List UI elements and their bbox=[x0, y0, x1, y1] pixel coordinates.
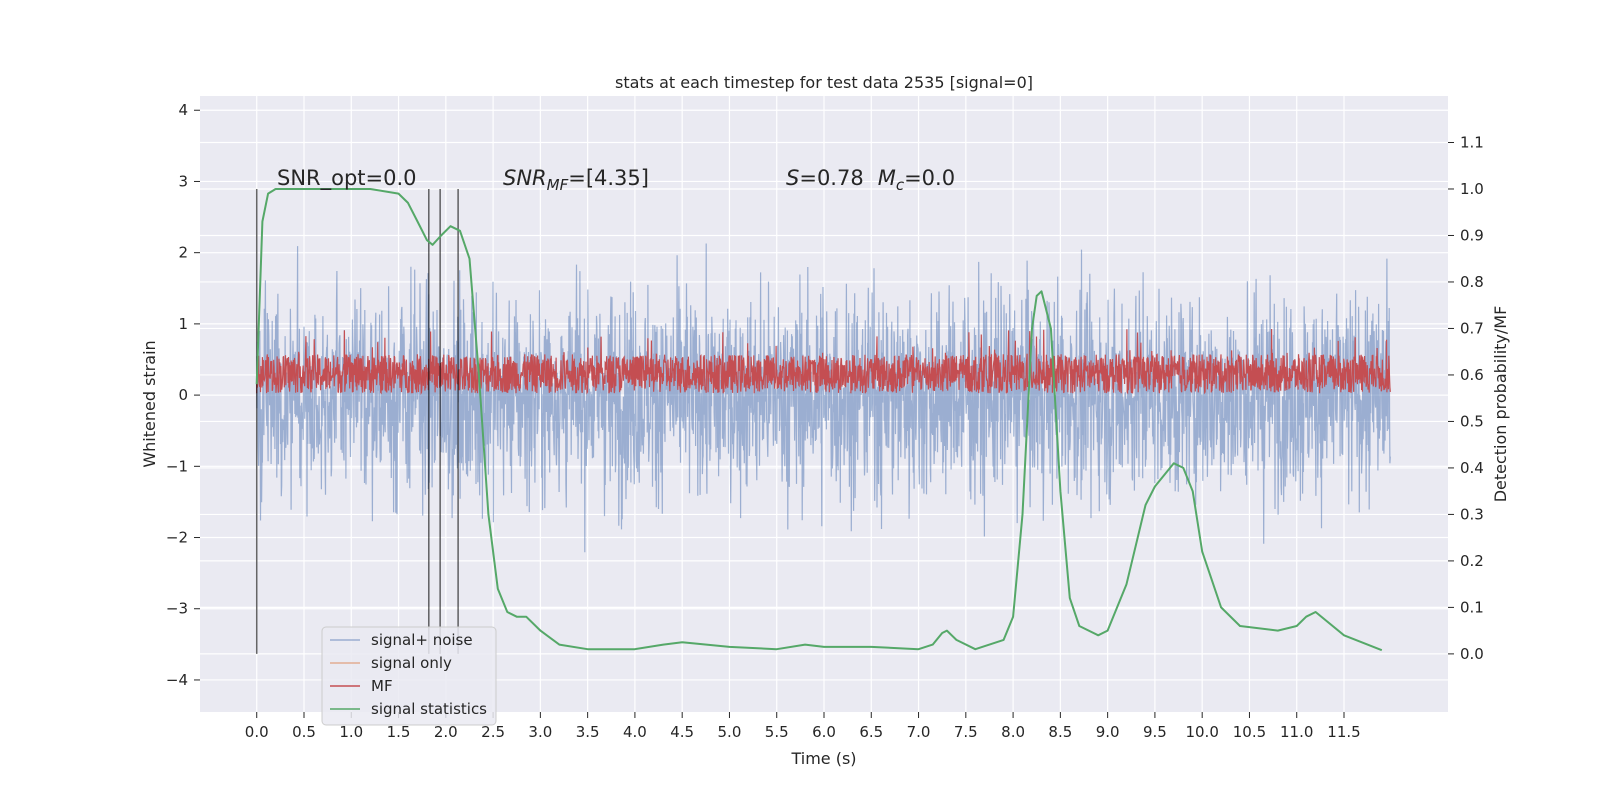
s-label: S bbox=[786, 166, 799, 190]
snr-mf-sub: MF bbox=[547, 176, 569, 194]
legend-label-signal-statistics: signal statistics bbox=[371, 700, 487, 718]
x-tick-label: 3.5 bbox=[576, 723, 600, 741]
y2-tick-label: 0.3 bbox=[1460, 505, 1484, 523]
mc-value: =0.0 bbox=[904, 166, 955, 190]
legend-box bbox=[321, 626, 497, 726]
y-tick-label: 1 bbox=[178, 315, 188, 333]
y-tick-label: 3 bbox=[178, 172, 188, 190]
y2-tick-label: 0.4 bbox=[1460, 459, 1484, 477]
x-tick-label: 7.0 bbox=[907, 723, 931, 741]
y-tick-label: 4 bbox=[178, 101, 188, 119]
x-axis-label: Time (s) bbox=[790, 749, 856, 768]
x-tick-label: 4.0 bbox=[623, 723, 647, 741]
x-tick-label: 0.5 bbox=[292, 723, 316, 741]
y2-tick-label: 0.8 bbox=[1460, 273, 1484, 291]
legend: signal+ noise signal only MF signal stat… bbox=[321, 626, 497, 726]
y-tick-label: 2 bbox=[178, 244, 188, 262]
mc-base: M bbox=[878, 166, 896, 190]
x-tick-label: 1.0 bbox=[339, 723, 363, 741]
y2-axis-ticks: 1.1 1.0 0.9 0.8 0.7 0.6 0.5 0.4 0.3 0.2 0.1 0.0 bbox=[1448, 133, 1484, 663]
x-tick-label: 5.0 bbox=[718, 723, 742, 741]
x-tick-label: 5.5 bbox=[765, 723, 789, 741]
annotation-snr-opt: SNR_opt=0.0 bbox=[277, 166, 417, 191]
signal-statistics-line bbox=[255, 188, 1383, 652]
annotation-snr-mf: SNRMF=[4.35] bbox=[503, 166, 649, 194]
y-axis-label: Whitened strain bbox=[140, 340, 159, 467]
x-tick-label: 10.5 bbox=[1233, 723, 1266, 741]
y-axis-ticks: 4 3 2 1 0 −1 −2 −3 −4 bbox=[166, 101, 200, 689]
y2-tick-label: 0.7 bbox=[1460, 319, 1484, 337]
x-tick-label: 3.0 bbox=[528, 723, 552, 741]
y-tick-label: −4 bbox=[166, 671, 188, 689]
y-tick-label: −1 bbox=[166, 457, 188, 475]
x-tick-label: 10.0 bbox=[1185, 723, 1218, 741]
x-tick-label: 8.5 bbox=[1048, 723, 1072, 741]
legend-label-signal-only: signal only bbox=[371, 654, 452, 672]
y2-tick-label: 0.0 bbox=[1460, 645, 1484, 663]
vertical-markers bbox=[255, 188, 459, 654]
annotation-s-mc: S=0.78 Mc=0.0 bbox=[786, 166, 955, 194]
y-tick-label: −2 bbox=[166, 529, 188, 547]
x-tick-label: 2.0 bbox=[434, 723, 458, 741]
signal-statistics-series bbox=[255, 188, 1383, 652]
y2-tick-label: 0.6 bbox=[1460, 366, 1484, 384]
mf-series bbox=[256, 328, 1391, 396]
y2-tick-label: 0.2 bbox=[1460, 552, 1484, 570]
x-tick-label: 4.5 bbox=[670, 723, 694, 741]
y2-tick-label: 0.1 bbox=[1460, 598, 1484, 616]
snr-mf-value: =[4.35] bbox=[568, 166, 649, 190]
x-tick-label: 0.0 bbox=[245, 723, 269, 741]
x-tick-label: 9.5 bbox=[1143, 723, 1167, 741]
y-tick-label: 0 bbox=[178, 386, 188, 404]
x-tick-label: 2.5 bbox=[481, 723, 505, 741]
snr-mf-base: SNR bbox=[503, 166, 547, 190]
y2-tick-label: 0.9 bbox=[1460, 226, 1484, 244]
y2-tick-label: 1.1 bbox=[1460, 133, 1484, 151]
mf-line bbox=[256, 328, 1391, 396]
x-tick-label: 11.0 bbox=[1280, 723, 1313, 741]
legend-label-mf: MF bbox=[371, 677, 393, 695]
x-tick-label: 11.5 bbox=[1327, 723, 1360, 741]
x-tick-label: 1.5 bbox=[387, 723, 411, 741]
mc-sub: c bbox=[896, 176, 905, 194]
y2-axis-label: Detection probability/MF bbox=[1491, 306, 1510, 503]
s-value: =0.78 bbox=[799, 166, 863, 190]
x-tick-label: 8.0 bbox=[1001, 723, 1025, 741]
chart-title: stats at each timestep for test data 253… bbox=[615, 73, 1033, 92]
x-axis-ticks: 0.0 0.5 1.0 1.5 2.0 2.5 3.0 3.5 4.0 4.5 5.0 5.5 6.0 6… bbox=[245, 712, 1361, 741]
x-tick-label: 6.5 bbox=[859, 723, 883, 741]
x-tick-label: 9.0 bbox=[1096, 723, 1120, 741]
y2-tick-label: 1.0 bbox=[1460, 180, 1484, 198]
x-tick-label: 6.0 bbox=[812, 723, 836, 741]
y2-tick-label: 0.5 bbox=[1460, 412, 1484, 430]
legend-label-signal-noise: signal+ noise bbox=[371, 631, 473, 649]
x-tick-label: 7.5 bbox=[954, 723, 978, 741]
y-tick-label: −3 bbox=[166, 600, 188, 618]
